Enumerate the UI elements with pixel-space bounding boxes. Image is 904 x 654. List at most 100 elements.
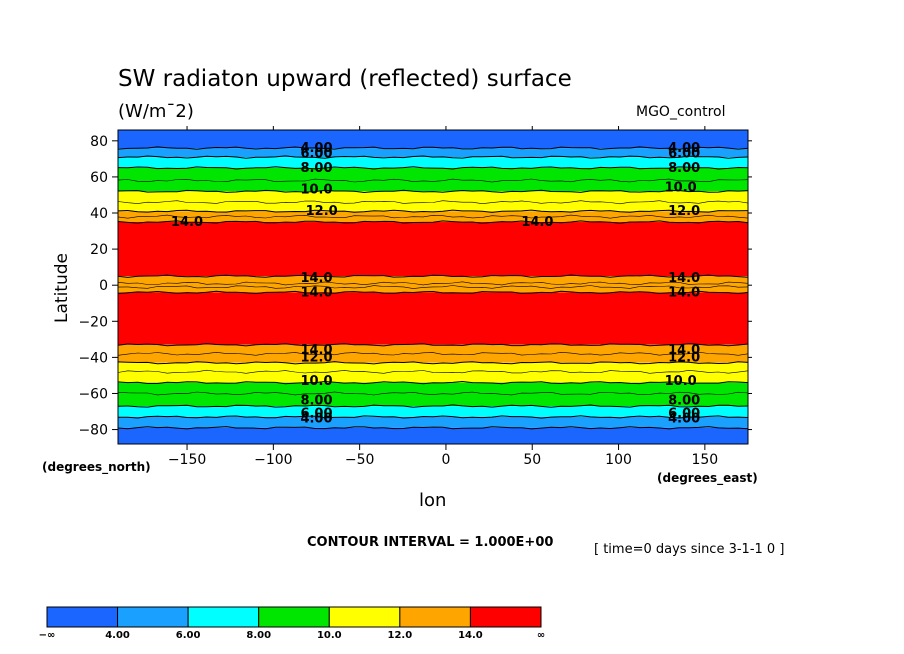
contour-label-20: 14.0 (668, 271, 700, 286)
y-tick-label-8: −80 (78, 423, 108, 439)
contour-label-18: 10.0 (665, 181, 697, 196)
contour-line-in7 (117, 281, 749, 286)
contour-label-11: 10.0 (300, 374, 332, 389)
band-10 (118, 362, 748, 383)
contour-label-27: 4.00 (668, 412, 700, 427)
x-tick-label-5: 100 (605, 452, 632, 468)
contour-label-26: 6.00 (668, 406, 700, 421)
colorbar-swatch-4 (328, 606, 401, 628)
contour-line-in4 (117, 351, 749, 356)
band-12 (118, 406, 748, 417)
contour-line-in1 (117, 178, 749, 183)
contour-label-10: 12.0 (300, 350, 332, 365)
time-info-label: [ time=0 days since 3-1-1 0 ] (594, 542, 785, 557)
contour-line-2 (117, 155, 749, 159)
contour-line-in6 (117, 391, 749, 396)
band-3 (118, 167, 748, 192)
y-tick-label-3: 20 (90, 242, 108, 258)
contour-line-1 (117, 146, 749, 150)
contour-label-19: 12.0 (668, 204, 700, 219)
chart-units: (W/m¯2) (118, 101, 194, 122)
x-tick-label-1: −100 (254, 452, 292, 468)
colorbar-swatch-6 (469, 606, 542, 628)
colorbar-label-0: −∞ (39, 630, 56, 641)
colorbar-label-7: ∞ (537, 630, 545, 641)
contour-line-9 (117, 343, 749, 347)
band-4 (118, 191, 748, 212)
x-axis-label: lon (419, 490, 447, 511)
band-2 (118, 157, 748, 168)
colorbar-swatch-5 (399, 606, 471, 628)
colorbar-swatch-0 (46, 606, 119, 628)
band-5 (118, 211, 748, 223)
colorbar-swatch-2 (187, 606, 260, 628)
colorbar-label-5: 12.0 (388, 630, 413, 641)
contour-line-12 (117, 404, 749, 408)
contour-label-16: 6.00 (668, 146, 700, 161)
chart-title: SW radiaton upward (reflected) surface (118, 66, 572, 92)
contour-label-7: 14.0 (300, 271, 332, 286)
contour-label-15: 4.00 (668, 141, 700, 156)
contour-line-4 (117, 189, 749, 194)
contour-label-14: 4.00 (300, 412, 332, 427)
colorbar-label-1: 4.00 (105, 630, 130, 641)
contour-label-21: 14.0 (668, 285, 700, 300)
contour-line-13 (117, 415, 749, 419)
contour-label-17: 8.00 (668, 161, 700, 176)
contour-label-25: 8.00 (668, 394, 700, 409)
plot-frame (117, 129, 749, 445)
contour-label-4: 12.0 (306, 204, 338, 219)
x-tick-label-0: −150 (168, 452, 206, 468)
contour-line-14 (117, 426, 749, 430)
y-tick-label-0: 80 (90, 134, 108, 150)
y-tick-label-4: 0 (99, 278, 108, 294)
band-8 (118, 292, 748, 345)
band-0 (118, 130, 748, 149)
contour-label-23: 12.0 (668, 350, 700, 365)
contour-label-3: 10.0 (300, 183, 332, 198)
contour-line-5 (117, 209, 749, 213)
contour-line-in5 (117, 369, 749, 374)
x-tick-label-6: 150 (691, 452, 718, 468)
contour-line-in2 (117, 200, 749, 205)
y-tick-label-2: 40 (90, 206, 108, 222)
band-14 (118, 427, 748, 444)
contour-line-6 (117, 220, 749, 224)
y-axis-units: (degrees_north) (42, 460, 151, 474)
contour-label-1: 6.00 (300, 146, 332, 161)
x-tick-label-2: −50 (345, 452, 375, 468)
x-tick-label-3: 0 (441, 452, 450, 468)
y-tick-label-1: 60 (90, 170, 108, 186)
contour-line-10 (117, 361, 749, 365)
contour-line-7 (117, 274, 749, 278)
colorbar-swatch-3 (258, 606, 330, 628)
dataset-label: MGO_control (636, 104, 726, 120)
y-tick-label-6: −40 (78, 350, 108, 366)
y-tick-label-7: −60 (78, 386, 108, 402)
band-13 (118, 416, 748, 428)
contour-label-9: 14.0 (300, 343, 332, 358)
x-axis-units: (degrees_east) (657, 471, 758, 485)
band-6 (118, 222, 748, 277)
y-tick-label-5: −20 (78, 314, 108, 330)
contour-label-24: 10.0 (665, 374, 697, 389)
contour-label-2: 8.00 (300, 161, 332, 176)
contour-label-22: 14.0 (668, 343, 700, 358)
band-1 (118, 148, 748, 158)
contour-label-8: 14.0 (300, 285, 332, 300)
colorbar-label-6: 14.0 (458, 630, 483, 641)
contour-label-0: 4.00 (300, 141, 332, 156)
contour-label-6: 14.0 (521, 215, 553, 230)
contour-line-3 (117, 166, 749, 170)
contour-line-8 (117, 290, 749, 295)
contour-line-11 (117, 380, 749, 385)
colorbar-label-3: 8.00 (246, 630, 271, 641)
colorbar-swatch-1 (117, 606, 189, 628)
x-tick-label-4: 50 (523, 452, 541, 468)
contour-label-13: 6.00 (300, 406, 332, 421)
contour-line-in3 (117, 214, 749, 219)
colorbar-label-4: 10.0 (317, 630, 342, 641)
contour-interval-label: CONTOUR INTERVAL = 1.000E+00 (307, 535, 554, 550)
contour-label-5: 14.0 (171, 215, 203, 230)
